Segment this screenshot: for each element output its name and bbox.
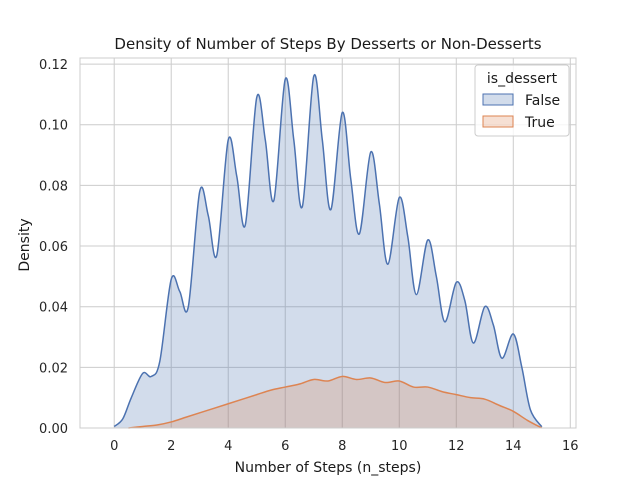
density-area-false (114, 74, 542, 428)
plot-frame (79, 57, 577, 429)
x-tick-label: 14 (505, 439, 522, 454)
density-lines (113, 73, 543, 429)
x-tick-label: 0 (110, 439, 118, 454)
x-tick-label: 6 (281, 439, 289, 454)
legend-swatch-false (482, 93, 514, 106)
density-line-false (113, 73, 543, 428)
legend-swatch-true (482, 115, 514, 128)
legend-label-false: False (525, 93, 560, 109)
y-tick-label: 0.12 (39, 58, 68, 73)
x-tick-labels: 0 2 4 6 8 10 12 14 16 (110, 439, 579, 454)
x-tick-label: 8 (338, 439, 346, 454)
chart-title: Density of Number of Steps By Desserts o… (114, 35, 541, 53)
density-line-true (128, 375, 543, 429)
y-axis-label: Density (17, 218, 33, 271)
x-tick-label: 12 (448, 439, 465, 454)
y-tick-label: 0.06 (39, 240, 68, 255)
y-tick-label: 0.10 (39, 119, 68, 134)
legend: is_dessert False True (474, 64, 570, 137)
x-axis-label: Number of Steps (n_steps) (235, 460, 422, 476)
y-tick-label: 0.04 (39, 301, 68, 316)
x-tick-label: 10 (391, 439, 408, 454)
density-areas (114, 74, 542, 428)
legend-box (474, 64, 570, 137)
y-tick-label: 0.00 (39, 422, 68, 437)
y-tick-labels: 0.00 0.02 0.04 0.06 0.08 0.10 0.12 (39, 58, 68, 437)
x-tick-label: 4 (224, 439, 232, 454)
legend-title: is_dessert (487, 71, 558, 87)
x-tick-label: 16 (562, 439, 579, 454)
density-area-true (128, 376, 542, 428)
y-tick-label: 0.02 (39, 361, 68, 376)
y-tick-label: 0.08 (39, 179, 68, 194)
x-tick-label: 2 (167, 439, 175, 454)
legend-label-true: True (524, 115, 555, 131)
